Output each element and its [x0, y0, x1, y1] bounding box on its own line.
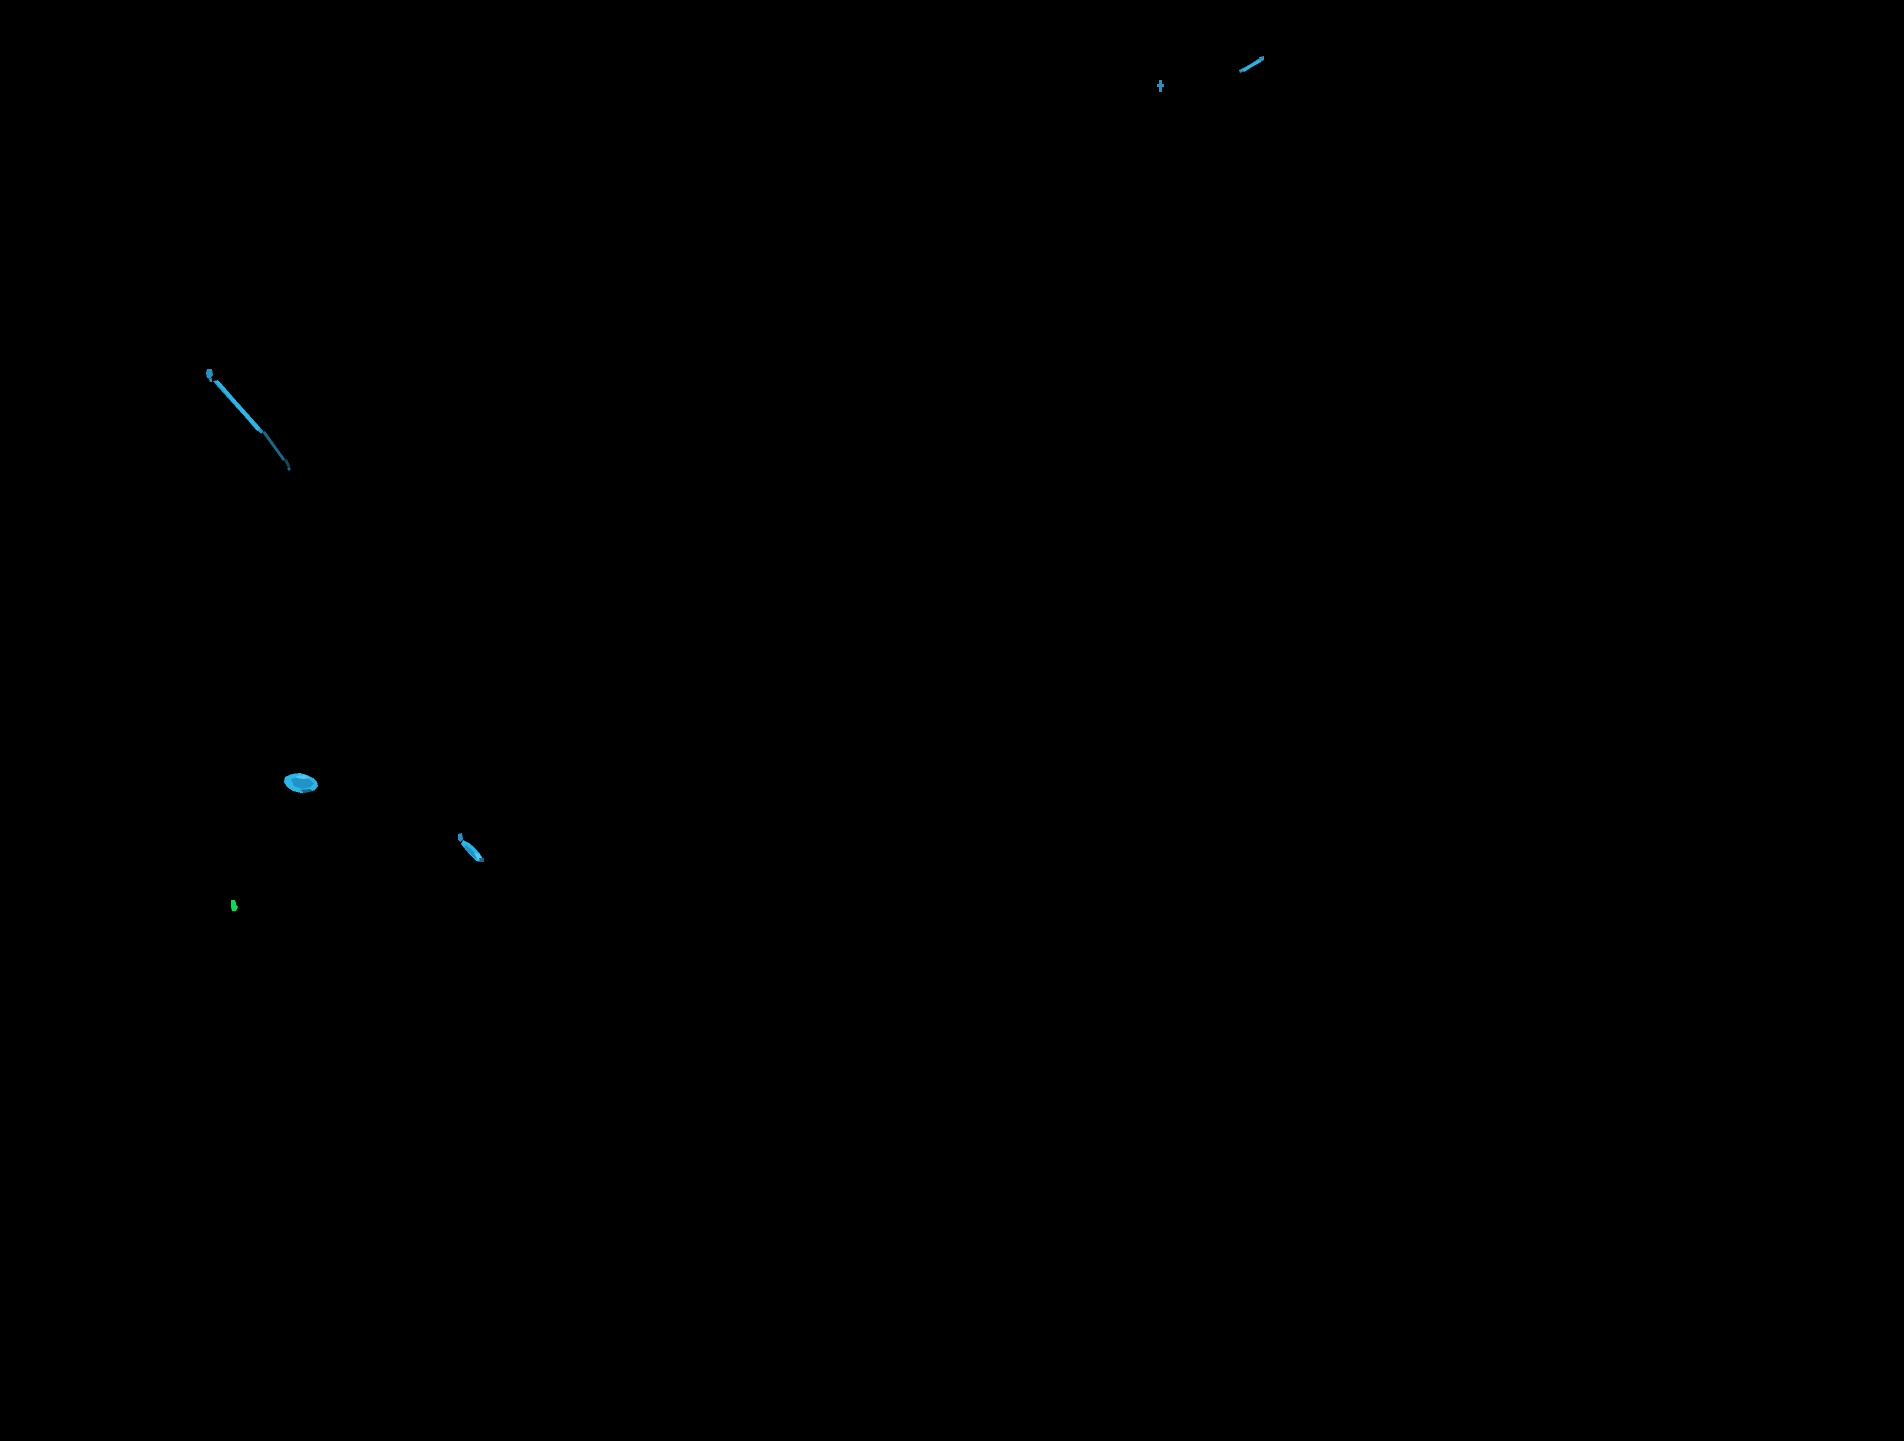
feature-north-fleck: [1157, 80, 1164, 92]
west-island-core: [291, 777, 314, 789]
diagonal-channel-tail: [262, 431, 285, 461]
feature-island-east-fleck: [458, 833, 463, 842]
diagonal-channel-core: [215, 381, 260, 431]
north-fleck-shape: [1157, 80, 1164, 92]
point-marker-core: [232, 902, 236, 909]
feature-channel-streak: [213, 380, 291, 471]
diagonal-channel-tail-fade: [284, 459, 290, 468]
channel-head-fleck-tip: [209, 378, 212, 382]
north-streak-tip: [1259, 56, 1264, 61]
north-streak-core: [1242, 60, 1261, 72]
west-island-shadow: [300, 789, 313, 793]
east-island-core: [464, 845, 478, 859]
diagonal-channel-end-dot: [287, 467, 291, 471]
channel-head-fleck-shape: [206, 369, 213, 379]
feature-island-west: [284, 773, 318, 793]
west-island-highlight: [296, 775, 310, 779]
feature-channel-head-fleck: [206, 369, 213, 382]
marker-point-1: [231, 900, 238, 911]
east-island-fleck-shape: [458, 833, 463, 842]
feature-north-streak: [1239, 56, 1264, 73]
east-island-shadow: [479, 858, 484, 862]
feature-island-east: [461, 840, 484, 862]
